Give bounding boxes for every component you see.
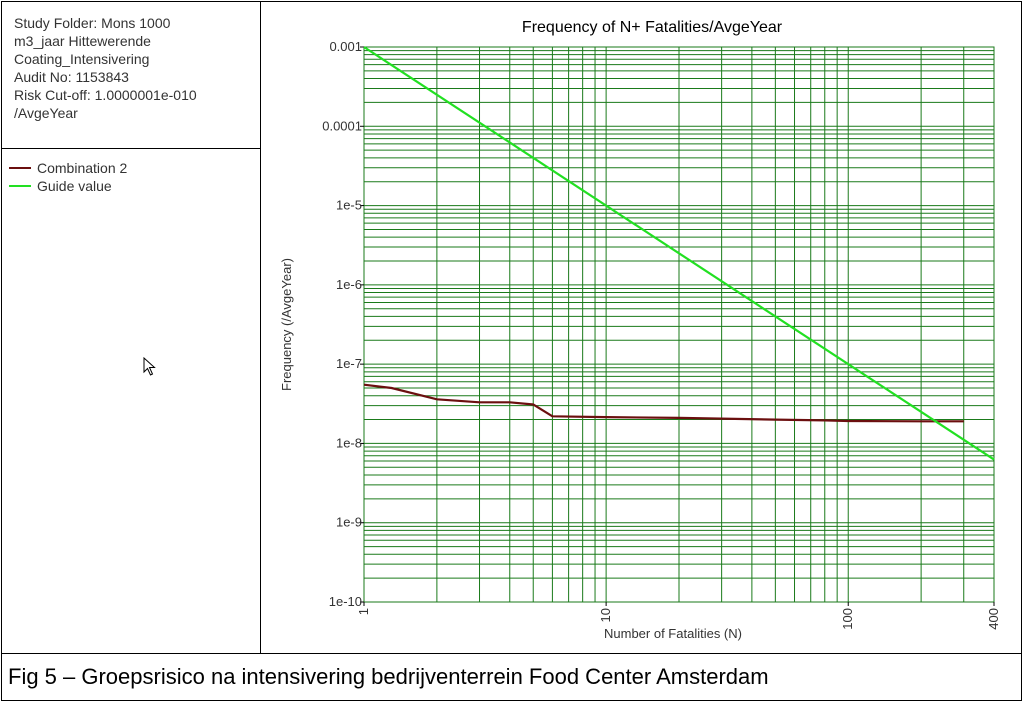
study-info: Study Folder: Mons 1000 m3_jaar Hittewer…	[2, 2, 260, 149]
legend: Combination 2 Guide value	[2, 149, 260, 195]
y-tick-label: 1e-10	[329, 594, 362, 609]
legend-swatch-guide-value	[9, 185, 31, 187]
series-line-guide-value	[363, 46, 995, 461]
legend-label-guide-value: Guide value	[37, 178, 112, 194]
legend-label-combination-2: Combination 2	[37, 160, 128, 176]
y-axis: 0.001 0.0001 1e-5 1e-6 1e-7 1e-8 1e-9 1e-10	[322, 39, 364, 609]
y-axis-label: Frequency (/AvgeYear)	[279, 258, 294, 391]
grid	[363, 46, 995, 603]
legend-swatch-combination-2	[9, 167, 31, 169]
legend-item-combination-2: Combination 2	[2, 159, 260, 177]
y-tick-label: 0.001	[329, 39, 362, 54]
y-tick-label: 1e-6	[336, 277, 362, 292]
mouse-pointer-icon	[143, 357, 156, 376]
legend-item-guide-value: Guide value	[2, 177, 260, 195]
figure-caption: Fig 5 – Groepsrisico na intensivering be…	[2, 653, 1021, 700]
info-panel: Study Folder: Mons 1000 m3_jaar Hittewer…	[2, 2, 261, 653]
x-tick-label: 1	[356, 608, 371, 615]
y-tick-label: 1e-7	[336, 356, 362, 371]
chart-title: Frequency of N+ Fatalities/AvgeYear	[522, 19, 783, 36]
fn-curve-chart: Frequency of N+ Fatalities/AvgeYear 0.00…	[279, 19, 1001, 641]
x-tick-label: 100	[840, 608, 855, 630]
chart-area: Frequency of N+ Fatalities/AvgeYear 0.00…	[261, 2, 1021, 653]
y-tick-label: 1e-9	[336, 515, 362, 530]
series-line-combination-2	[363, 383, 964, 423]
y-tick-label: 1e-8	[336, 435, 362, 450]
x-axis-label: Number of Fatalities (N)	[604, 626, 742, 641]
x-tick-label: 400	[986, 608, 1001, 630]
y-tick-label: 0.0001	[322, 118, 362, 133]
series-layer	[363, 46, 995, 461]
plot-frame	[363, 46, 995, 603]
x-tick-label: 10	[598, 608, 613, 622]
x-axis: 1 10 100 400	[356, 602, 1001, 630]
y-tick-label: 1e-5	[336, 198, 362, 213]
